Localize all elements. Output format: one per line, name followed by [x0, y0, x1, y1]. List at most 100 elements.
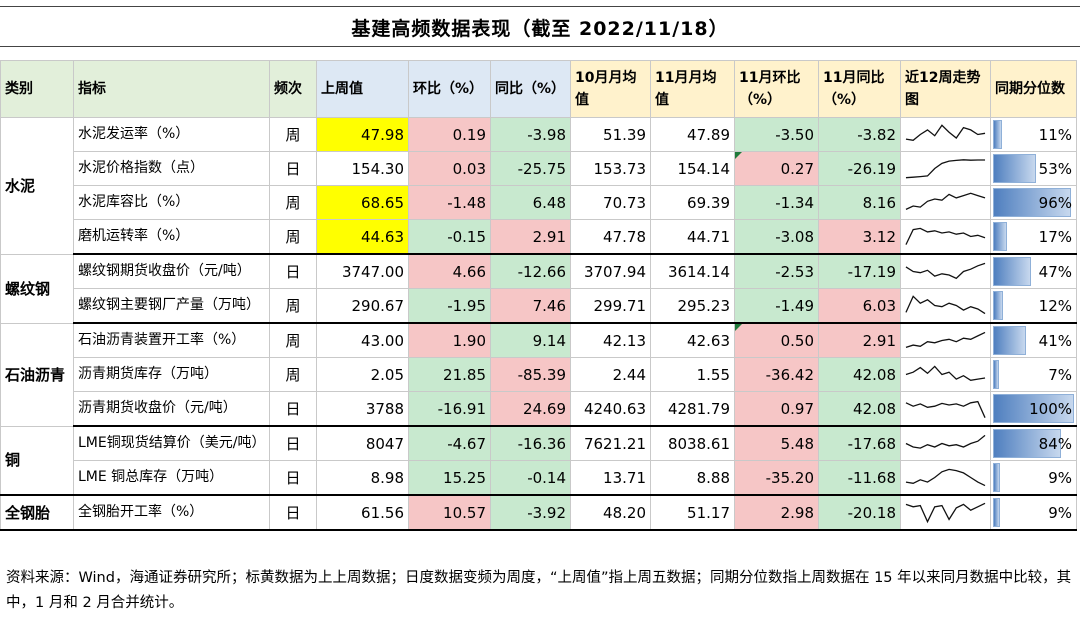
indicator-cell: LME 铜总库存（万吨） — [73, 460, 270, 496]
oct-avg-value: 48.20 — [570, 494, 651, 531]
frequency-cell: 日 — [269, 391, 317, 427]
mom-value: 4.66 — [408, 253, 491, 289]
table-row: 磨机运转率（%）周 44.63 -0.15 2.91 47.78 44.71 -3.08 3.… — [1, 219, 1077, 255]
top-rule — [0, 6, 1080, 7]
percentile-value: 11% — [1038, 125, 1072, 144]
percentile-value: 7% — [1048, 365, 1072, 384]
frequency-cell: 周 — [269, 357, 317, 392]
percentile-value: 53% — [1038, 159, 1072, 178]
sparkline-path — [905, 124, 986, 141]
trend-sparkline — [900, 494, 991, 531]
table-title: 基建高频数据表现（截至 2022/11/18） — [351, 18, 729, 40]
percentile-bar — [993, 257, 1032, 286]
yoy-value: 24.69 — [490, 391, 571, 427]
percentile-cell: 17% — [990, 219, 1077, 255]
percentile-bar — [993, 429, 1062, 458]
nov-yoy-value: 42.08 — [818, 391, 901, 427]
yoy-value: -12.66 — [490, 253, 571, 289]
last-week-value: 290.67 — [316, 288, 409, 324]
last-week-value: 8.98 — [316, 460, 409, 496]
mom-value: -4.67 — [408, 425, 491, 461]
oct-avg-value: 13.71 — [570, 460, 651, 496]
last-week-value: 68.65 — [316, 185, 409, 220]
table-row: 沥青期货收盘价（元/吨）日 3788 -16.91 24.69 4240.63 4281.… — [1, 391, 1077, 427]
header-nov-avg: 11月月均值 — [650, 60, 735, 118]
sparkline-path — [905, 434, 986, 449]
trend-sparkline — [900, 253, 991, 289]
indicator-cell: LME铜现货结算价（美元/吨） — [73, 425, 270, 461]
sparkline-path — [905, 262, 986, 280]
oct-avg-value: 7621.21 — [570, 425, 651, 461]
percentile-bar — [993, 326, 1027, 355]
header-nov-yoy: 11月同比（%） — [818, 60, 901, 118]
trend-sparkline — [900, 151, 991, 186]
percentile-value: 9% — [1048, 503, 1072, 522]
yoy-value: -85.39 — [490, 357, 571, 392]
frequency-cell: 周 — [269, 185, 317, 220]
frequency-cell: 日 — [269, 425, 317, 461]
category-cell: 螺纹钢 — [0, 253, 74, 324]
sparkline-path — [905, 400, 986, 418]
indicator-cell: 螺纹钢主要钢厂产量（万吨） — [73, 288, 270, 324]
percentile-cell: 9% — [990, 460, 1077, 496]
trend-sparkline — [900, 391, 991, 427]
oct-avg-value: 3707.94 — [570, 253, 651, 289]
nov-mom-value: 2.98 — [734, 494, 819, 531]
percentile-value: 17% — [1038, 227, 1072, 246]
yoy-value: -16.36 — [490, 425, 571, 461]
indicator-cell: 石油沥青装置开工率（%） — [73, 322, 270, 358]
oct-avg-value: 42.13 — [570, 322, 651, 358]
oct-avg-value: 2.44 — [570, 357, 651, 392]
last-week-value: 3788 — [316, 391, 409, 427]
percentile-bar — [993, 394, 1074, 423]
nov-yoy-value: 3.12 — [818, 219, 901, 255]
indicator-cell: 水泥库容比（%） — [73, 185, 270, 220]
mom-value: 1.90 — [408, 322, 491, 358]
trend-sparkline — [900, 219, 991, 255]
table-body: 水泥 水泥发运率（%）周 47.98 0.19 -3.98 51.39 47.89 -3.50… — [0, 117, 1077, 531]
nov-avg-value: 154.14 — [650, 151, 735, 186]
nov-yoy-value: -26.19 — [818, 151, 901, 186]
percentile-cell: 9% — [990, 494, 1077, 531]
percentile-value: 12% — [1038, 296, 1072, 315]
sparkline-path — [905, 295, 986, 315]
nov-mom-value: 5.48 — [734, 425, 819, 461]
nov-mom-value: -3.50 — [734, 117, 819, 152]
percentile-bar — [993, 154, 1036, 183]
yoy-value: 2.91 — [490, 219, 571, 255]
table-row: 螺纹钢主要钢厂产量（万吨）周 290.67 -1.95 7.46 299.71 295.2… — [1, 288, 1077, 324]
mom-value: -1.95 — [408, 288, 491, 324]
nov-avg-value: 4281.79 — [650, 391, 735, 427]
percentile-value: 84% — [1038, 434, 1072, 453]
frequency-cell: 日 — [269, 253, 317, 289]
table-row: 水泥价格指数（点）日 154.30 0.03 -25.75 153.73 154.14 0.… — [1, 151, 1077, 186]
category-cell: 铜 — [0, 425, 74, 496]
sparkline-path — [905, 365, 986, 381]
yoy-value: -3.92 — [490, 494, 571, 531]
oct-avg-value: 70.73 — [570, 185, 651, 220]
nov-mom-value: -2.53 — [734, 253, 819, 289]
nov-mom-value: 0.27 — [734, 151, 819, 186]
nov-avg-value: 42.63 — [650, 322, 735, 358]
trend-sparkline — [900, 322, 991, 358]
sparkline-path — [905, 331, 986, 349]
nov-mom-value: -36.42 — [734, 357, 819, 392]
percentile-value: 41% — [1038, 331, 1072, 350]
percentile-bar — [993, 498, 1001, 527]
nov-yoy-value: 8.16 — [818, 185, 901, 220]
trend-sparkline — [900, 357, 991, 392]
nov-mom-value: 0.97 — [734, 391, 819, 427]
header-mom: 环比（%） — [408, 60, 491, 118]
nov-avg-value: 44.71 — [650, 219, 735, 255]
trend-sparkline — [900, 117, 991, 152]
mom-value: -16.91 — [408, 391, 491, 427]
oct-avg-value: 153.73 — [570, 151, 651, 186]
oct-avg-value: 299.71 — [570, 288, 651, 324]
category-cell: 石油沥青 — [0, 322, 74, 427]
percentile-value: 96% — [1038, 193, 1072, 212]
nov-avg-value: 51.17 — [650, 494, 735, 531]
percentile-cell: 7% — [990, 357, 1077, 392]
frequency-cell: 周 — [269, 288, 317, 324]
trend-sparkline — [900, 288, 991, 324]
